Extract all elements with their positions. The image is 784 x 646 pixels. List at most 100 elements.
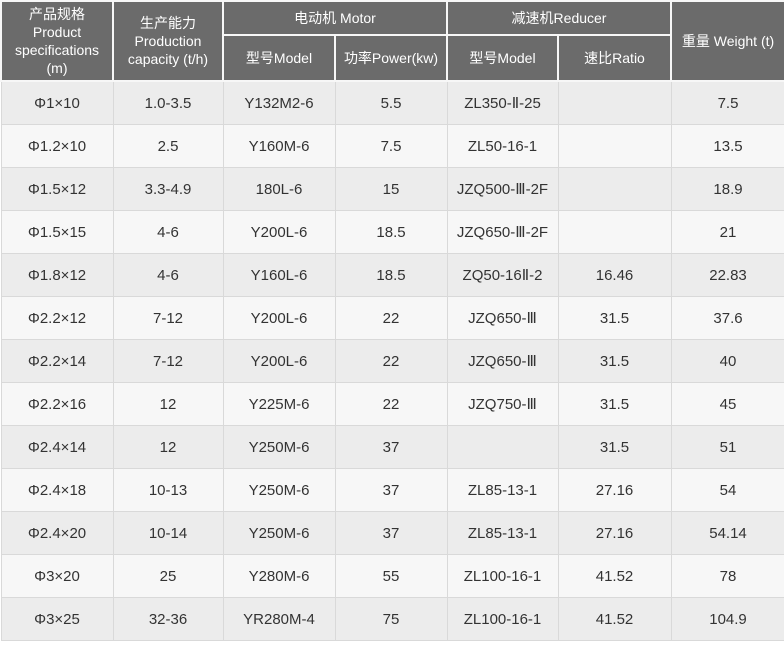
header-reducer-ratio: 速比Ratio <box>556 34 673 82</box>
cell-production-capacity: 1.0-3.5 <box>112 80 224 125</box>
table-row: Φ1×10 1.0-3.5 Y132M2-6 5.5 ZL350-Ⅱ-25 7.… <box>0 80 784 125</box>
cell-reducer-model: ZL50-16-1 <box>446 124 559 168</box>
cell-motor-model: Y280M-6 <box>222 554 336 598</box>
cell-motor-model: 180L-6 <box>222 167 336 211</box>
cell-weight: 54 <box>670 468 784 512</box>
cell-motor-power: 37 <box>334 468 448 512</box>
table-row: Φ3×25 32-36 YR280M-4 75 ZL100-16-1 41.52… <box>0 597 784 641</box>
cell-product-specification: Φ1×10 <box>0 80 114 125</box>
table-row: Φ2.4×18 10-13 Y250M-6 37 ZL85-13-1 27.16… <box>0 468 784 512</box>
header-weight: 重量 Weight (t) <box>670 0 784 82</box>
table-row: Φ2.2×12 7-12 Y200L-6 22 JZQ650-Ⅲ 31.5 37… <box>0 296 784 340</box>
cell-motor-model: Y225M-6 <box>222 382 336 426</box>
table-row: Φ1.2×10 2.5 Y160M-6 7.5 ZL50-16-1 13.5 <box>0 124 784 168</box>
cell-weight: 13.5 <box>670 124 784 168</box>
cell-motor-power: 55 <box>334 554 448 598</box>
cell-reducer-ratio: 31.5 <box>557 425 672 469</box>
cell-reducer-ratio: 31.5 <box>557 296 672 340</box>
cell-production-capacity: 12 <box>112 382 224 426</box>
cell-reducer-model: JZQ650-Ⅲ <box>446 339 559 383</box>
header-group-reducer: 减速机Reducer <box>445 0 673 36</box>
table-row: Φ2.4×14 12 Y250M-6 37 31.5 51 <box>0 425 784 469</box>
cell-product-specification: Φ2.4×14 <box>0 425 114 469</box>
cell-reducer-model: ZL100-16-1 <box>446 597 559 641</box>
cell-reducer-ratio <box>557 210 672 254</box>
cell-motor-power: 5.5 <box>334 80 448 125</box>
cell-reducer-ratio: 16.46 <box>557 253 672 297</box>
cell-motor-power: 15 <box>334 167 448 211</box>
cell-motor-power: 22 <box>334 382 448 426</box>
cell-product-specification: Φ1.2×10 <box>0 124 114 168</box>
cell-motor-power: 75 <box>334 597 448 641</box>
cell-production-capacity: 10-13 <box>112 468 224 512</box>
cell-motor-model: Y250M-6 <box>222 468 336 512</box>
cell-reducer-ratio <box>557 80 672 125</box>
cell-product-specification: Φ2.4×18 <box>0 468 114 512</box>
cell-weight: 78 <box>670 554 784 598</box>
cell-motor-model: Y132M2-6 <box>222 80 336 125</box>
cell-product-specification: Φ2.2×16 <box>0 382 114 426</box>
cell-motor-power: 18.5 <box>334 253 448 297</box>
cell-weight: 37.6 <box>670 296 784 340</box>
cell-reducer-model: JZQ750-Ⅲ <box>446 382 559 426</box>
cell-reducer-model: ZL85-13-1 <box>446 511 559 555</box>
cell-reducer-ratio <box>557 167 672 211</box>
cell-motor-model: Y160L-6 <box>222 253 336 297</box>
table-row: Φ1.5×15 4-6 Y200L-6 18.5 JZQ650-Ⅲ-2F 21 <box>0 210 784 254</box>
cell-motor-power: 22 <box>334 339 448 383</box>
cell-production-capacity: 4-6 <box>112 253 224 297</box>
cell-reducer-model: JZQ650-Ⅲ-2F <box>446 210 559 254</box>
cell-motor-power: 7.5 <box>334 124 448 168</box>
cell-motor-model: YR280M-4 <box>222 597 336 641</box>
cell-weight: 45 <box>670 382 784 426</box>
cell-reducer-ratio: 27.16 <box>557 468 672 512</box>
table-body: Φ1×10 1.0-3.5 Y132M2-6 5.5 ZL350-Ⅱ-25 7.… <box>0 80 784 641</box>
cell-weight: 7.5 <box>670 80 784 125</box>
header-product-specifications: 产品规格 Product specifications (m) <box>0 0 114 82</box>
cell-production-capacity: 2.5 <box>112 124 224 168</box>
cell-product-specification: Φ3×20 <box>0 554 114 598</box>
cell-motor-power: 22 <box>334 296 448 340</box>
cell-reducer-ratio: 41.52 <box>557 597 672 641</box>
cell-reducer-model: JZQ500-Ⅲ-2F <box>446 167 559 211</box>
cell-motor-power: 18.5 <box>334 210 448 254</box>
cell-weight: 21 <box>670 210 784 254</box>
cell-reducer-model: ZL350-Ⅱ-25 <box>446 80 559 125</box>
cell-motor-power: 37 <box>334 425 448 469</box>
cell-weight: 22.83 <box>670 253 784 297</box>
cell-reducer-ratio: 27.16 <box>557 511 672 555</box>
cell-reducer-model: ZL100-16-1 <box>446 554 559 598</box>
cell-reducer-model <box>446 425 559 469</box>
cell-production-capacity: 7-12 <box>112 296 224 340</box>
cell-weight: 104.9 <box>670 597 784 641</box>
cell-production-capacity: 12 <box>112 425 224 469</box>
cell-product-specification: Φ1.5×15 <box>0 210 114 254</box>
cell-reducer-model: ZL85-13-1 <box>446 468 559 512</box>
cell-motor-model: Y200L-6 <box>222 210 336 254</box>
table-row: Φ1.8×12 4-6 Y160L-6 18.5 ZQ50-16Ⅱ-2 16.4… <box>0 253 784 297</box>
table-row: Φ2.2×14 7-12 Y200L-6 22 JZQ650-Ⅲ 31.5 40 <box>0 339 784 383</box>
cell-reducer-model: JZQ650-Ⅲ <box>446 296 559 340</box>
cell-reducer-ratio: 31.5 <box>557 339 672 383</box>
cell-product-specification: Φ1.8×12 <box>0 253 114 297</box>
header-motor-power: 功率Power(kw) <box>334 34 448 82</box>
cell-weight: 51 <box>670 425 784 469</box>
cell-product-specification: Φ1.5×12 <box>0 167 114 211</box>
cell-reducer-ratio: 41.52 <box>557 554 672 598</box>
cell-product-specification: Φ2.2×12 <box>0 296 114 340</box>
cell-weight: 54.14 <box>670 511 784 555</box>
table-row: Φ3×20 25 Y280M-6 55 ZL100-16-1 41.52 78 <box>0 554 784 598</box>
cell-motor-model: Y200L-6 <box>222 296 336 340</box>
cell-reducer-ratio <box>557 124 672 168</box>
cell-weight: 40 <box>670 339 784 383</box>
cell-production-capacity: 10-14 <box>112 511 224 555</box>
cell-production-capacity: 3.3-4.9 <box>112 167 224 211</box>
cell-motor-model: Y250M-6 <box>222 425 336 469</box>
cell-motor-model: Y200L-6 <box>222 339 336 383</box>
cell-production-capacity: 4-6 <box>112 210 224 254</box>
cell-weight: 18.9 <box>670 167 784 211</box>
header-motor-model: 型号Model <box>222 34 336 82</box>
table-row: Φ1.5×12 3.3-4.9 180L-6 15 JZQ500-Ⅲ-2F 18… <box>0 167 784 211</box>
